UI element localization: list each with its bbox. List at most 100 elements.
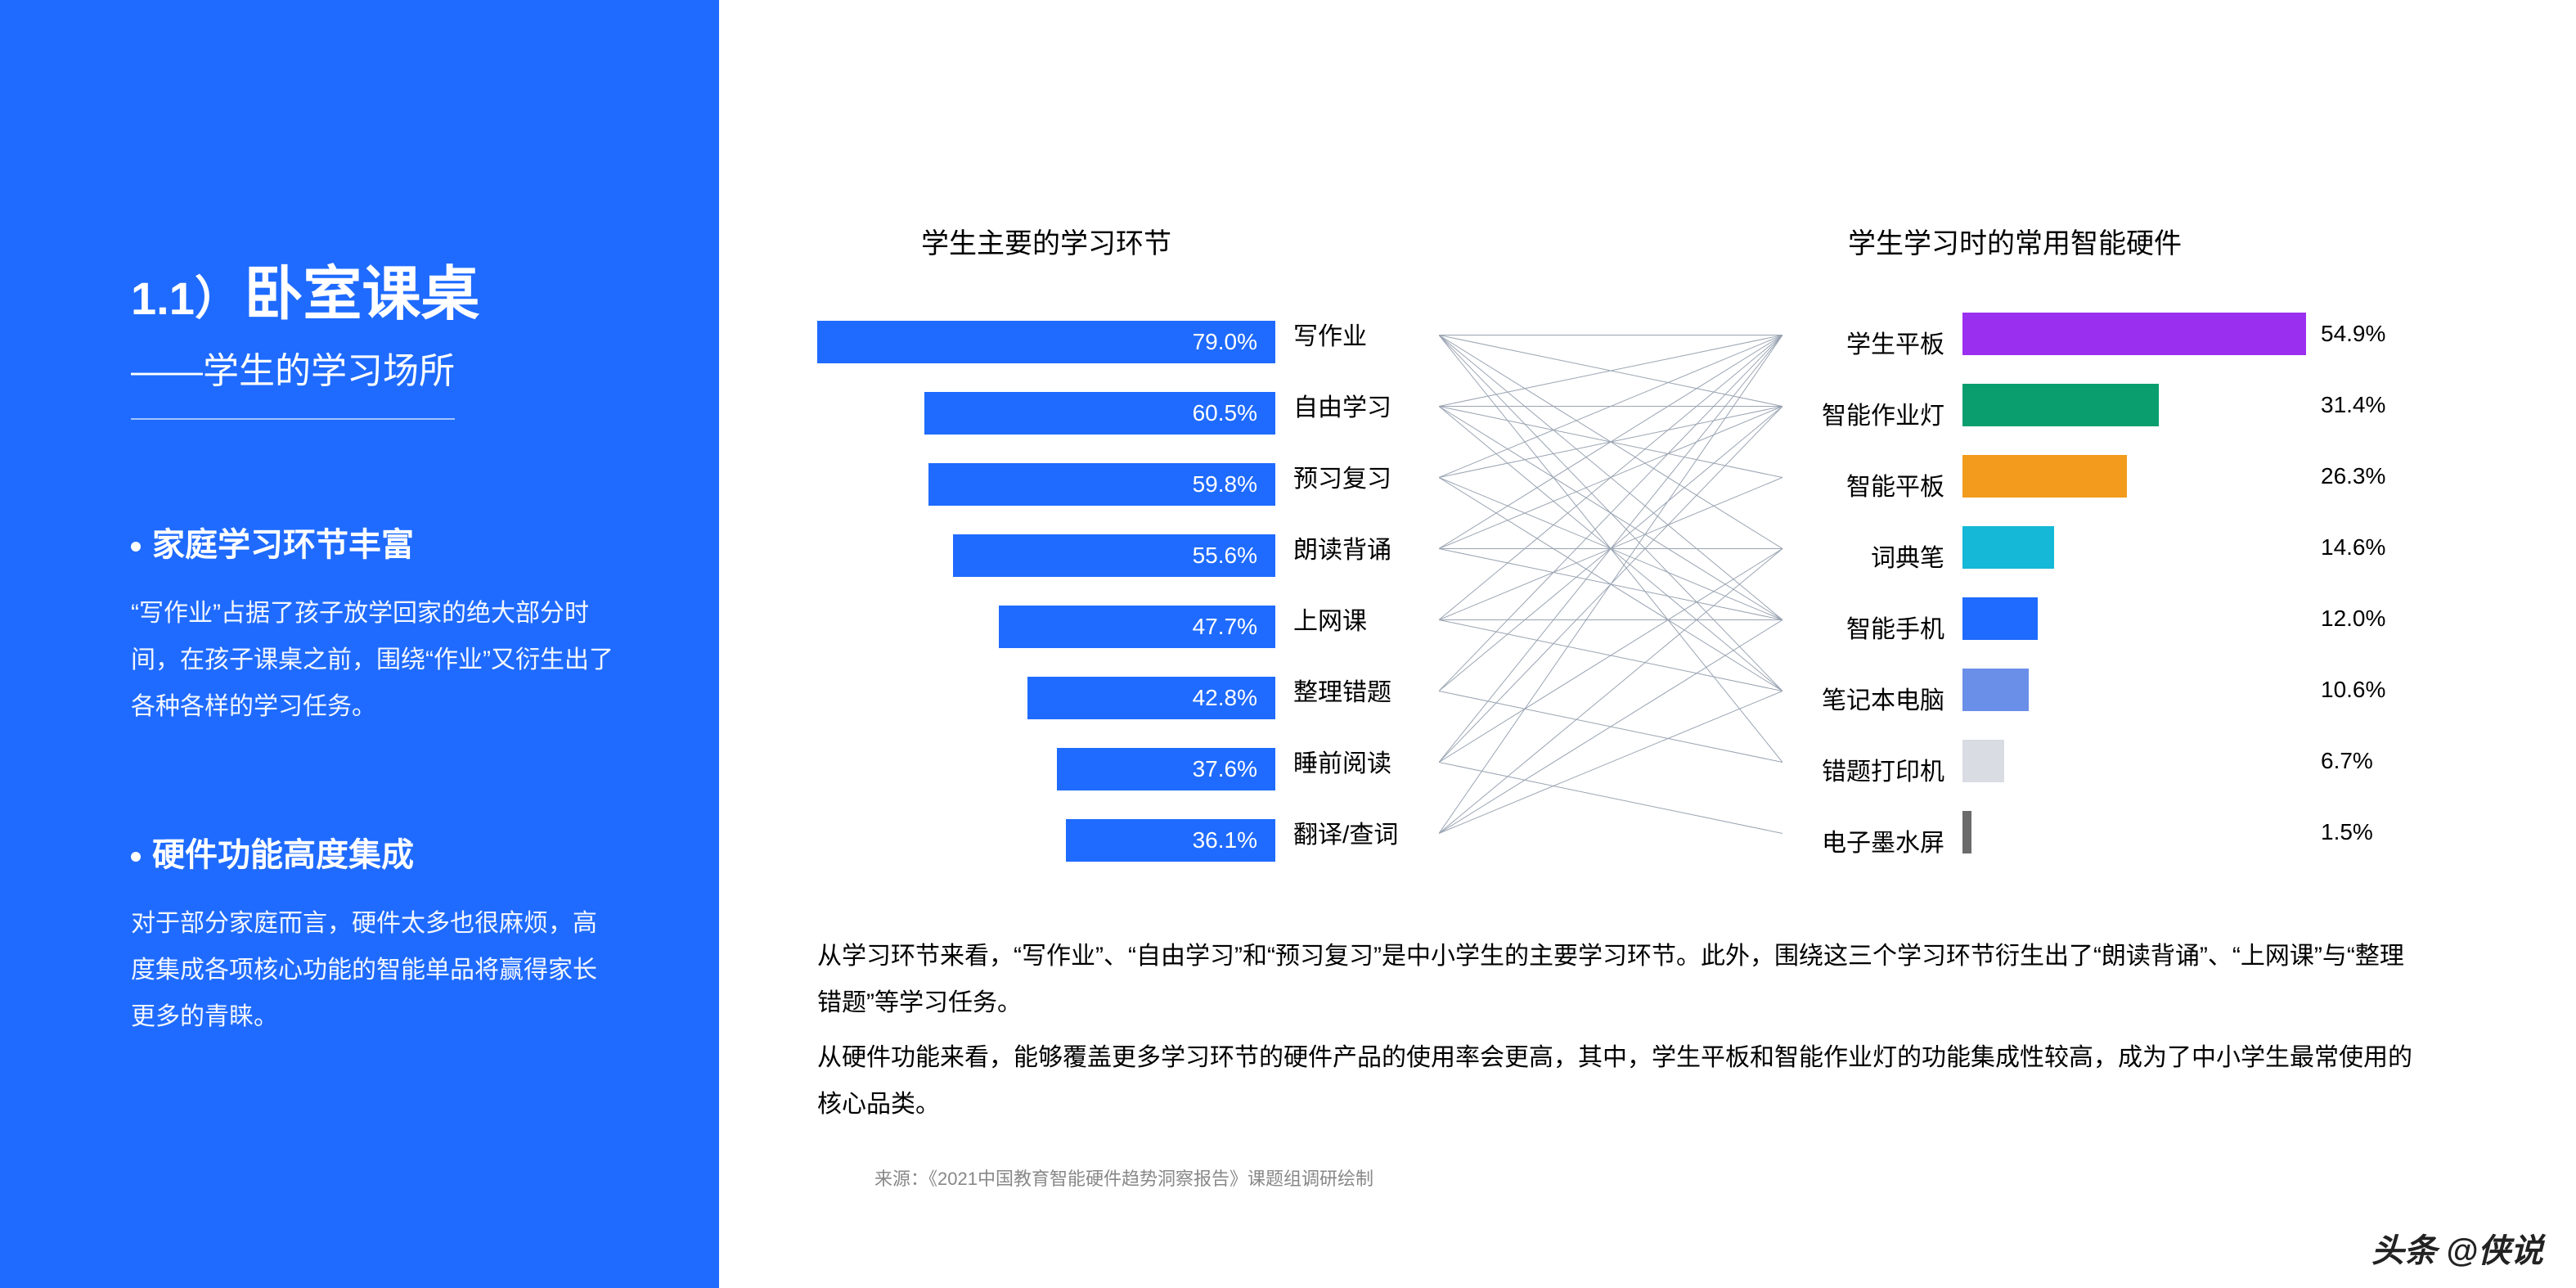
left-bar: 37.6% [1057,748,1275,790]
left-bar: 42.8% [1027,677,1275,719]
left-bar-row: 47.7% [817,591,1275,662]
point-1-title: 家庭学习环节丰富 [131,518,621,565]
right-value: 6.7% [2306,748,2373,774]
left-label-row: 翻译/查词 [1275,796,1439,867]
right-label-row: 笔记本电脑 [1783,662,1962,733]
right-chart-title: 学生学习时的常用智能硬件 [1848,221,2028,261]
left-label: 写作业 [1275,316,1385,352]
heading-subtitle: ——学生的学习场所 [131,341,455,420]
right-bar [1962,669,2029,711]
left-bar: 47.7% [999,606,1275,648]
bullet-icon [131,542,141,552]
right-bar [1962,811,1971,853]
right-bar [1962,455,2127,498]
left-bar-row: 60.5% [817,377,1275,448]
left-chart: 学生主要的学习环节 79.0% 60.5% 59.8% 55.6% 47.7% … [817,221,1275,876]
left-bar-row: 36.1% [817,804,1275,876]
right-value-row: 54.9% [2306,298,2412,369]
heading-prefix: 1.1） [131,272,241,324]
right-value-row: 26.3% [2306,440,2412,511]
right-bar [1962,597,2038,640]
connection-line [1439,620,1783,834]
right-label-row: 学生平板 [1783,306,1962,377]
right-label: 智能作业灯 [1804,395,1962,431]
left-label-row: 朗读背诵 [1275,511,1439,583]
right-bar-row [1962,654,2306,725]
left-label-row: 写作业 [1275,298,1439,369]
charts-container: 学生主要的学习环节 79.0% 60.5% 59.8% 55.6% 47.7% … [817,221,2412,876]
connection-line [1439,691,1783,834]
right-bar-row [1962,511,2306,583]
right-bar [1962,313,2306,355]
left-label-row: 整理错题 [1275,654,1439,725]
left-bar: 79.0% [817,321,1275,363]
sidebar-panel: 1.1） 卧室课桌 ——学生的学习场所 家庭学习环节丰富 “写作业”占据了孩子放… [0,0,719,1288]
connection-line [1439,549,1783,834]
left-bar: 55.6% [953,534,1275,577]
right-value: 12.0% [2306,606,2385,632]
description: 从学习环节来看，“写作业”、“自由学习”和“预习复习”是中小学生的主要学习环节。… [817,933,2412,1128]
left-bar-row: 79.0% [817,306,1275,377]
point-2-body: 对于部分家庭而言，硬件太多也很麻烦，高度集成各项核心功能的智能单品将赢得家长更多… [131,900,621,1040]
left-chart-labels: 写作业自由学习预习复习朗读背诵上网课整理错题睡前阅读翻译/查词 [1275,221,1439,867]
right-label: 智能平板 [1828,466,1962,502]
left-bar: 36.1% [1066,819,1275,862]
desc-p2: 从硬件功能来看，能够覆盖更多学习环节的硬件产品的使用率会更高，其中，学生平板和智… [817,1034,2412,1128]
connection-line [1439,549,1783,763]
connection-lines [1439,299,1783,869]
left-bar: 60.5% [924,392,1275,435]
left-label: 预习复习 [1275,458,1409,494]
slide-heading: 1.1） 卧室课桌 [131,245,621,331]
right-label: 错题打印机 [1804,751,1962,787]
heading-title: 卧室课桌 [244,262,479,327]
left-label-row: 自由学习 [1275,369,1439,440]
right-value: 1.5% [2306,819,2373,845]
left-label: 睡前阅读 [1275,743,1409,779]
left-bar-row: 42.8% [817,662,1275,733]
watermark: 头条 @侠说 [2371,1224,2543,1272]
right-bar-row [1962,583,2306,654]
right-chart-values: 54.9% 31.4% 26.3% 14.6% 12.0% 10.6% 6.7% 1.5% [2306,221,2412,867]
right-value-row: 6.7% [2306,725,2412,796]
right-label: 电子墨水屏 [1804,822,1962,858]
right-value-row: 12.0% [2306,583,2412,654]
desc-p1: 从学习环节来看，“写作业”、“自由学习”和“预习复习”是中小学生的主要学习环节。… [817,933,2412,1026]
right-bar-row [1962,369,2306,440]
right-label: 词典笔 [1853,538,1962,574]
right-value-row: 31.4% [2306,369,2412,440]
right-value: 14.6% [2306,534,2385,561]
right-label: 智能手机 [1828,609,1962,645]
right-value: 10.6% [2306,677,2385,703]
left-bar: 59.8% [928,463,1275,506]
main-panel: 学生主要的学习环节 79.0% 60.5% 59.8% 55.6% 47.7% … [719,0,2576,1288]
right-label: 笔记本电脑 [1804,680,1962,716]
right-label: 学生平板 [1828,324,1962,360]
right-label-row: 错题打印机 [1783,733,1962,804]
right-bar [1962,526,2054,569]
right-label-row: 词典笔 [1783,520,1962,591]
right-bar-row [1962,725,2306,796]
left-label: 朗读背诵 [1275,529,1409,565]
right-bar-row [1962,440,2306,511]
right-label-row: 智能手机 [1783,591,1962,662]
bullet-icon [131,852,141,862]
left-label-row: 睡前阅读 [1275,725,1439,796]
connection-line [1439,763,1783,834]
connection-line [1439,336,1783,834]
right-bar-row [1962,298,2306,369]
right-value: 54.9% [2306,321,2385,347]
left-bar-row: 59.8% [817,448,1275,520]
right-value-row: 1.5% [2306,796,2412,867]
left-bar-row: 37.6% [817,733,1275,804]
left-label: 自由学习 [1275,387,1409,423]
right-label-row: 电子墨水屏 [1783,804,1962,876]
right-value: 26.3% [2306,463,2385,489]
right-label-row: 智能作业灯 [1783,377,1962,448]
right-bar [1962,740,2004,782]
right-value: 31.4% [2306,392,2385,418]
left-chart-title: 学生主要的学习环节 [817,221,1275,261]
right-chart [1962,221,2306,867]
right-bar-row [1962,796,2306,867]
right-value-row: 10.6% [2306,654,2412,725]
point-2-title: 硬件功能高度集成 [131,828,621,876]
